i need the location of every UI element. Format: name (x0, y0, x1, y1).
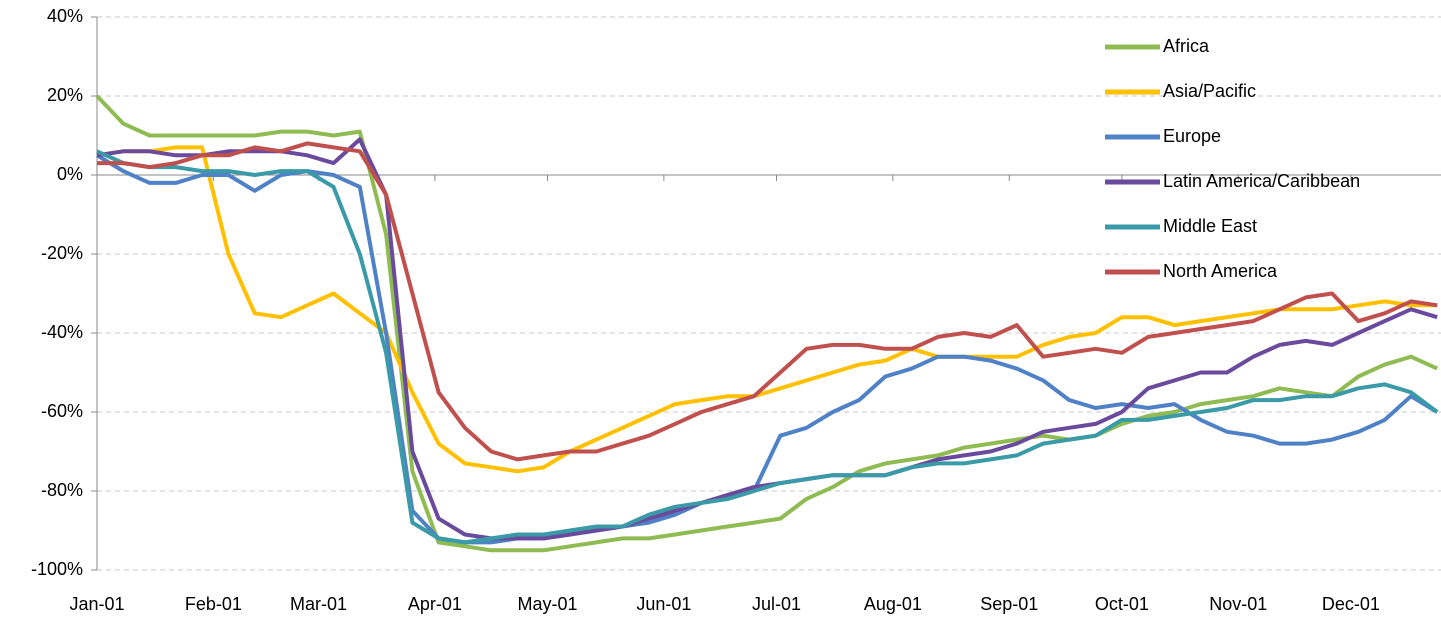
x-tick-label: Feb-01 (185, 594, 242, 614)
series-line (96, 145, 1438, 474)
x-tick-label: Apr-01 (408, 594, 462, 614)
series-line (95, 153, 1439, 545)
x-tick-label: Aug-01 (864, 594, 922, 614)
x-tick-label: Sep-01 (980, 594, 1038, 614)
legend-label: Asia/Pacific (1163, 81, 1256, 101)
series-line (96, 149, 1439, 545)
x-tick-label: Dec-01 (1322, 594, 1380, 614)
y-tick-label: -80% (41, 480, 83, 500)
y-tick-label: -20% (41, 243, 83, 263)
series-line (95, 94, 1439, 553)
y-tick-label: -60% (41, 401, 83, 421)
y-tick-label: -100% (31, 559, 83, 579)
legend-label: Europe (1163, 126, 1221, 146)
x-tick-label: May-01 (517, 594, 577, 614)
series-line (96, 137, 1438, 541)
legend-label: Africa (1163, 36, 1210, 56)
legend-label: Middle East (1163, 216, 1257, 236)
x-tick-label: Jul-01 (752, 594, 801, 614)
x-tick-label: Jan-01 (69, 594, 124, 614)
y-tick-label: -40% (41, 322, 83, 342)
x-tick-label: Nov-01 (1209, 594, 1267, 614)
y-tick-label: 40% (47, 6, 83, 26)
legend-label: Latin America/Caribbean (1163, 171, 1360, 191)
y-tick-label: 20% (47, 85, 83, 105)
series-line (97, 141, 1438, 462)
y-tick-label: 0% (57, 164, 83, 184)
x-tick-label: Oct-01 (1095, 594, 1149, 614)
x-tick-label: Jun-01 (636, 594, 691, 614)
x-tick-label: Mar-01 (290, 594, 347, 614)
legend-label: North America (1163, 261, 1278, 281)
